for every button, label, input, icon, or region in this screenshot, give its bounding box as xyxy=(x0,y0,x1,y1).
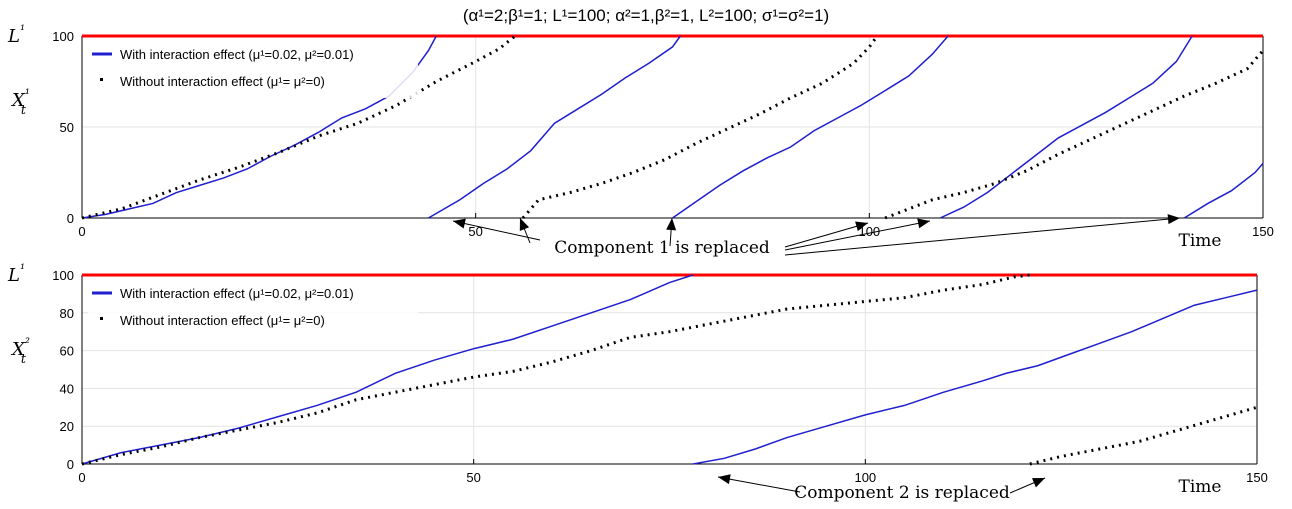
y-tick-label: 100 xyxy=(52,268,74,283)
legend-dot-swatch xyxy=(100,317,103,320)
legend-entry: With interaction effect (μ¹=0.02, μ²=0.0… xyxy=(120,47,354,62)
x-tick-label: 100 xyxy=(854,470,876,485)
legend-background xyxy=(88,42,418,98)
legend-entry: With interaction effect (μ¹=0.02, μ²=0.0… xyxy=(120,286,354,301)
panel-top: 0 50 100 150 0 50 100 L¹ X¹ t With interaction eff… xyxy=(7,22,1274,258)
legend: With interaction effect (μ¹=0.02, μ²=0.0… xyxy=(88,281,418,337)
series-without-interaction xyxy=(81,34,1265,220)
legend: With interaction effect (μ¹=0.02, μ²=0.0… xyxy=(88,42,418,98)
series-line-segment xyxy=(1183,162,1264,219)
annotation-arrow xyxy=(717,476,801,493)
x-tick-label: 100 xyxy=(858,224,880,239)
series-line-segment xyxy=(81,274,694,465)
threshold-label: L¹ xyxy=(7,261,25,286)
annotation-arrowhead xyxy=(453,218,466,229)
annotation-arrowhead xyxy=(1167,214,1180,225)
x-tick-label: 50 xyxy=(468,224,482,239)
y-tick-label: 50 xyxy=(60,120,74,135)
annotation-arrowhead xyxy=(1032,478,1045,488)
annotation-arrowhead xyxy=(917,218,930,229)
series-dotted-segment xyxy=(884,49,1265,220)
annotation-arrow xyxy=(452,220,541,241)
series-with-interaction xyxy=(81,274,1258,465)
annotation-arrowhead xyxy=(666,218,677,231)
threshold-label: L¹ xyxy=(7,22,25,47)
series-without-interaction xyxy=(81,273,1258,466)
annotation-arrow xyxy=(784,222,869,248)
series-dotted-segment xyxy=(1029,405,1258,466)
series-dotted-segment xyxy=(81,273,1031,466)
x-tick-label: 150 xyxy=(1252,224,1274,239)
legend-entry: Without interaction effect (μ¹= μ²=0) xyxy=(120,74,325,89)
series-line-segment xyxy=(692,289,1258,465)
legend-entry: Without interaction effect (μ¹= μ²=0) xyxy=(120,313,325,328)
time-label: Time xyxy=(1179,231,1222,251)
x-tick-label: 150 xyxy=(1246,470,1268,485)
figure-title: (α¹=2;β¹=1; L¹=100; α²=1,β²=1, L²=100; σ… xyxy=(463,6,829,25)
series-line-segment xyxy=(672,35,949,219)
annotation: Component 1 is replaced xyxy=(452,214,1181,258)
y-tick-label: 0 xyxy=(67,211,74,226)
series-line-segment xyxy=(428,35,681,219)
annotation: Component 2 is replaced xyxy=(717,474,1046,503)
annotation-arrow xyxy=(784,217,1181,256)
y-tick-label: 20 xyxy=(60,419,74,434)
y-axis-label: X¹ t xyxy=(10,86,30,117)
y-tick-label: 40 xyxy=(60,381,74,396)
annotation-text: Component 2 is replaced xyxy=(794,483,1010,503)
legend-dot-swatch xyxy=(100,78,103,81)
annotation-text: Component 1 is replaced xyxy=(554,238,770,258)
y-tick-label: 60 xyxy=(60,344,74,359)
panel-bottom: 0 50 100 150 0 20 40 60 80 100 L¹ X² t With interacti… xyxy=(7,261,1268,503)
y-tick-label: 100 xyxy=(52,29,74,44)
y-tick-label: 0 xyxy=(67,457,74,472)
annotation-arrow xyxy=(784,220,931,251)
y-tick-label: 80 xyxy=(60,306,74,321)
annotation-arrowhead xyxy=(855,221,868,232)
series-line-segment xyxy=(939,35,1193,219)
x-tick-label: 0 xyxy=(78,224,85,239)
annotation-arrowhead xyxy=(519,218,530,231)
annotation-arrowhead xyxy=(718,474,731,485)
x-tick-label: 50 xyxy=(466,470,480,485)
time-label: Time xyxy=(1179,477,1222,497)
y-axis-label: X² t xyxy=(10,335,30,366)
legend-background xyxy=(88,281,418,337)
x-tick-label: 0 xyxy=(78,470,85,485)
